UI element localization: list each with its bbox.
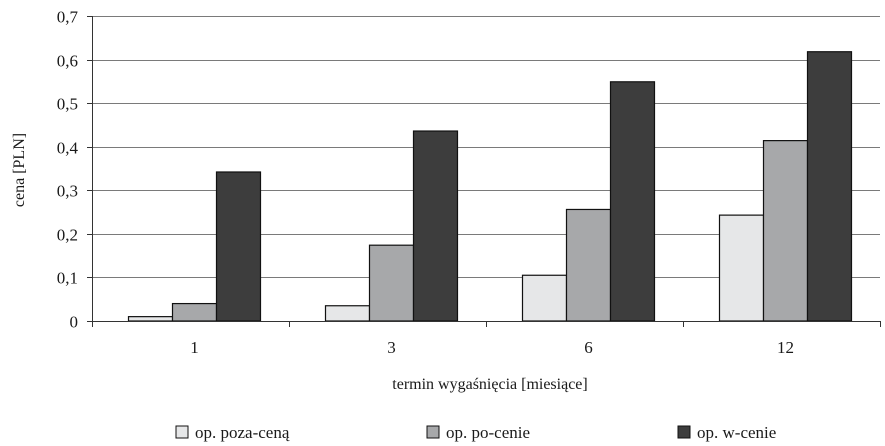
y-tick-label: 0,3 <box>57 182 78 201</box>
bar <box>762 140 809 322</box>
x-axis-title: termin wygaśnięcia [miesiące] <box>392 376 587 393</box>
axes <box>87 16 881 327</box>
x-tick-label: 1 <box>190 338 199 357</box>
bars <box>127 51 853 322</box>
y-tick-label: 0 <box>70 313 79 332</box>
bar <box>127 316 174 322</box>
legend-label: op. w-cenie <box>697 423 776 442</box>
y-tick-label: 0,4 <box>57 139 79 158</box>
bar <box>609 81 656 322</box>
legend-label: op. po-cenie <box>446 423 530 442</box>
y-tick-label: 0,2 <box>57 226 78 245</box>
legend-swatch <box>677 425 691 439</box>
tick-labels: 0 0,1 0,2 0,3 0,4 0,5 0,6 0,7 1 3 6 12 <box>57 8 794 358</box>
bar <box>215 171 262 322</box>
y-tick-label: 0,7 <box>57 8 79 27</box>
legend-swatch <box>426 425 440 439</box>
bar <box>171 302 218 322</box>
y-tick-label: 0,6 <box>57 52 78 71</box>
bar <box>324 305 371 322</box>
bar <box>565 208 612 322</box>
x-tick-label: 6 <box>584 338 593 357</box>
y-tick-label: 0,5 <box>57 95 78 114</box>
y-axis-title: cena [PLN] <box>11 133 28 207</box>
legend-label: op. poza-ceną <box>195 423 290 442</box>
legend-swatch <box>175 425 189 439</box>
x-tick-label: 12 <box>777 338 794 357</box>
bar <box>521 274 568 322</box>
bar <box>368 244 415 322</box>
bar <box>806 51 853 322</box>
y-tick-label: 0,1 <box>57 269 78 288</box>
x-tick-label: 3 <box>387 338 396 357</box>
bar <box>718 214 765 322</box>
bar <box>412 130 459 322</box>
legend: op. poza-ceną op. po-cenie op. w-cenie <box>175 423 776 442</box>
